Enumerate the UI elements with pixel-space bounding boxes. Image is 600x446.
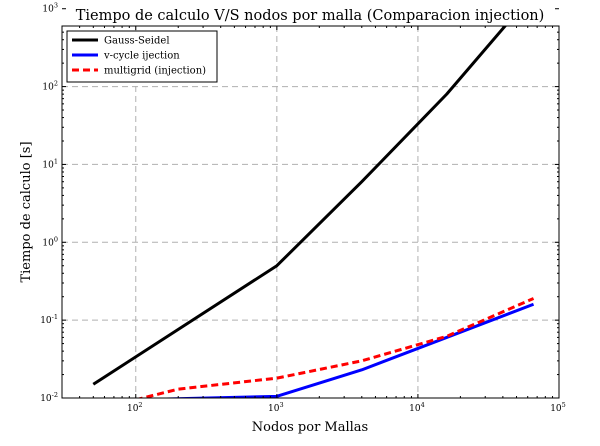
y-tick-label: 10-2 <box>40 391 58 404</box>
legend-label-2: multigrid (injection) <box>104 66 206 77</box>
x-tick-label: 103 <box>268 401 284 414</box>
x-tick-label: 102 <box>127 401 143 414</box>
series-line-1 <box>145 302 535 398</box>
series-layer <box>92 26 535 398</box>
chart-title: Tiempo de calculo V/S nodos por malla (C… <box>76 8 545 24</box>
y-axis-label: Tiempo de calculo [s] <box>19 141 34 282</box>
y-tick-label: 103 <box>42 2 58 15</box>
y-tick-label: 101 <box>42 157 58 170</box>
series-line-0 <box>92 26 508 386</box>
y-tick-label: 100 <box>42 235 58 248</box>
legend-label-0: Gauss-Seidel <box>104 36 170 47</box>
x-axis-label: Nodos por Mallas <box>252 420 368 435</box>
grid <box>62 26 559 398</box>
series-line-2 <box>136 297 535 398</box>
legend: Gauss-Seidel v-cycle ijection multigrid (i… <box>66 30 218 83</box>
y-tick-label: 102 <box>42 80 58 93</box>
ticks: 102 103 104 105 10-2 10-1 100 101 102 103 <box>40 2 566 414</box>
y-tick-label: 10-1 <box>40 313 58 326</box>
legend-label-1: v-cycle ijection <box>103 51 180 62</box>
x-tick-label: 105 <box>550 401 566 414</box>
x-tick-label: 104 <box>409 401 425 414</box>
plot-frame <box>61 25 560 399</box>
